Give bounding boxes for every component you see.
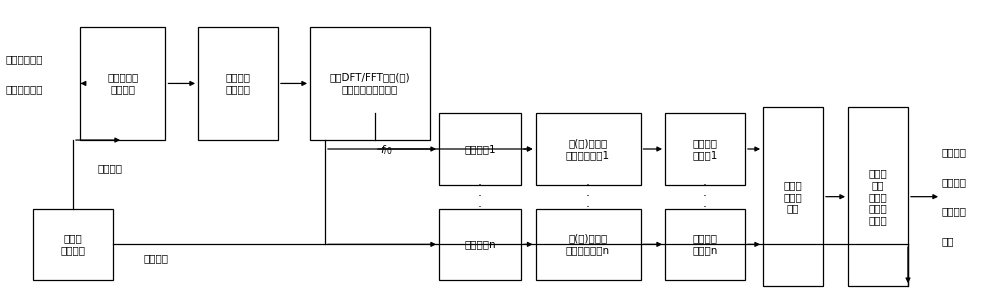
Text: 相量数
据打
包、时
间标记
与通信: 相量数 据打 包、时 间标记 与通信 [869, 168, 887, 225]
Bar [439, 113, 521, 185]
Bar [33, 209, 113, 280]
Bar [665, 209, 745, 280]
Bar [80, 27, 165, 140]
Bar [198, 27, 278, 140]
Bar [536, 113, 640, 185]
Bar [848, 107, 908, 286]
Bar [310, 27, 430, 140]
Text: 其它接收: 其它接收 [942, 207, 967, 217]
Text: 模式滤波n: 模式滤波n [464, 239, 496, 249]
Text: 装置: 装置 [942, 236, 954, 246]
Text: 相量数
据集成
处理: 相量数 据集成 处理 [784, 180, 802, 213]
Text: 次(超)同步相
量高精度校正1: 次(超)同步相 量高精度校正1 [566, 138, 610, 160]
Text: ·
·
·: · · · [586, 179, 590, 214]
Bar [536, 209, 640, 280]
Text: 基于DFT/FFT的次(超)
同步谐波自适应检测: 基于DFT/FFT的次(超) 同步谐波自适应检测 [330, 73, 410, 94]
Bar [439, 209, 521, 280]
Text: 上传至数: 上传至数 [942, 147, 967, 157]
Text: 同步时钟: 同步时钟 [143, 253, 168, 263]
Bar [763, 107, 823, 286]
Text: 信号采集与
模数转换: 信号采集与 模数转换 [107, 73, 139, 94]
Text: 次(超)同步相
量高精度校正n: 次(超)同步相 量高精度校正n [566, 234, 610, 255]
Text: 三相电压、电: 三相电压、电 [5, 55, 42, 65]
Text: ·
·
·: · · · [703, 179, 707, 214]
Text: 高精度
同步时钟: 高精度 同步时钟 [60, 234, 86, 255]
Bar [665, 113, 745, 185]
Text: 幅值、相
位补偿n: 幅值、相 位补偿n [692, 234, 718, 255]
Text: 流及其它信号: 流及其它信号 [5, 84, 42, 94]
Text: ·
·
·: · · · [478, 179, 482, 214]
Text: 幅值、相
位补偿1: 幅值、相 位补偿1 [692, 138, 718, 160]
Text: 模式滤波1: 模式滤波1 [464, 144, 496, 154]
Text: 据中心或: 据中心或 [942, 177, 967, 187]
Text: 信号前置
滤波处理: 信号前置 滤波处理 [226, 73, 250, 94]
Text: $f_{i0}$: $f_{i0}$ [380, 143, 392, 157]
Text: 同步时钟: 同步时钟 [98, 163, 123, 173]
